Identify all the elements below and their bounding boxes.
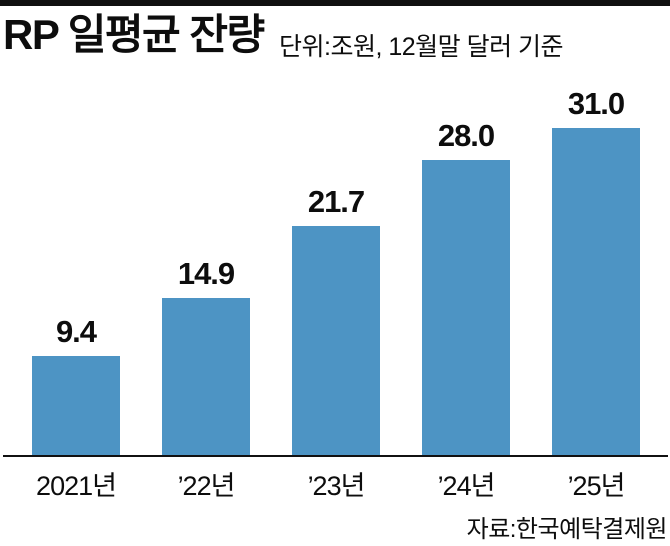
bar-chart-plot: 9.4 14.9 21.7 28.0 31.0 [11,60,661,455]
bar-value-label: 9.4 [55,314,97,349]
bar-value-label: 28.0 [437,118,495,154]
x-axis-label: ’22년 [177,471,236,501]
x-axis-label: ’23년 [307,471,366,501]
x-axis-label: ’24년 [437,471,496,501]
bar-value-label: 31.0 [567,86,625,122]
chart-unit-note: 단위:조원, 12월말 달러 기준 [279,33,564,61]
bar [422,160,510,455]
bar-group: 9.4 [11,60,141,455]
x-axis-label: ’25년 [567,471,626,501]
bar [32,356,120,455]
x-axis-labels: 2021년 ’22년 ’23년 ’24년 ’25년 [11,464,661,503]
chart-title: RP 일평균 잔량 [3,11,265,58]
bar-group: 31.0 [531,60,661,455]
bar-value-label: 21.7 [307,184,365,220]
bar [552,128,640,455]
bar-group: 28.0 [401,60,531,455]
bar [292,226,380,455]
x-axis-line [3,455,668,457]
bar-value-label: 14.9 [177,256,235,292]
x-axis-label: 2021년 [36,471,117,501]
source-credit: 자료:한국예탁결제원 [466,516,668,543]
bar [162,298,250,455]
bar-group: 14.9 [141,60,271,455]
top-rule-divider [0,0,670,6]
bar-group: 21.7 [271,60,401,455]
